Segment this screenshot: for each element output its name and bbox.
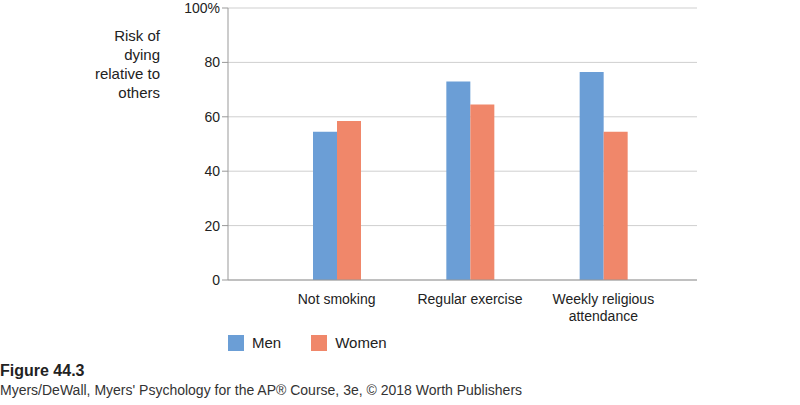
svg-text:40: 40 <box>204 163 220 179</box>
svg-text:Weekly religiousattendance: Weekly religiousattendance <box>552 291 654 324</box>
svg-text:80: 80 <box>204 54 220 70</box>
html-text:Women: Women <box>335 334 387 351</box>
svg-text:100%: 100% <box>184 0 220 16</box>
html-text:Men: Men <box>252 334 282 351</box>
svg-text:Regular exercise: Regular exercise <box>417 291 522 307</box>
html-text:Myers/DeWall, Myers' Psycholog: Myers/DeWall, Myers' Psychology for the … <box>0 382 523 398</box>
svg-text:60: 60 <box>204 109 220 125</box>
html-text:Figure 44.3: Figure 44.3 <box>0 362 85 379</box>
svg-text:Not smoking: Not smoking <box>298 291 376 307</box>
svg-text:20: 20 <box>204 218 220 234</box>
html-text:Risk of dying relative to othe: Risk of dying relative to others <box>95 27 160 101</box>
svg-text:0: 0 <box>212 272 220 288</box>
